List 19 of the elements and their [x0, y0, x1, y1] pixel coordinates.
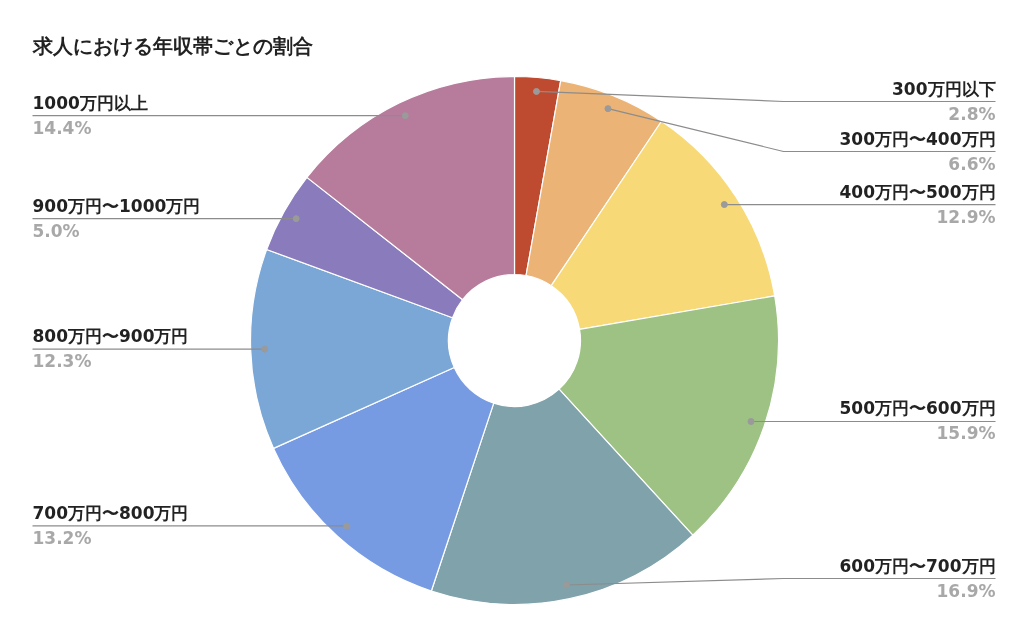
data-label: 16.9% — [936, 580, 996, 601]
data-label: 12.9% — [936, 206, 996, 227]
data-label: 13.2% — [32, 527, 92, 548]
data-label: 2.8% — [948, 103, 996, 124]
data-label: 5.0% — [32, 220, 80, 241]
data-label: 14.4% — [32, 117, 92, 138]
slice-label: 500万円〜600万円 — [839, 398, 996, 419]
slice-label: 300万円〜400万円 — [839, 128, 996, 149]
slice-label: 800万円〜900万円 — [32, 326, 189, 347]
slice-label: 900万円〜1000万円 — [32, 195, 201, 216]
slice-label: 1000万円以上 — [32, 92, 148, 113]
slice-label: 600万円〜700万円 — [839, 555, 996, 576]
data-label: 12.3% — [32, 351, 92, 372]
data-label: 6.6% — [948, 153, 996, 174]
data-label: 15.9% — [936, 423, 996, 444]
slice-label: 400万円〜500万円 — [839, 181, 996, 202]
slice-label: 700万円〜800万円 — [32, 502, 189, 523]
chart-title: 求人における年収帯ごとの割合 — [31, 33, 313, 58]
slice-label: 300万円以下 — [892, 78, 996, 99]
